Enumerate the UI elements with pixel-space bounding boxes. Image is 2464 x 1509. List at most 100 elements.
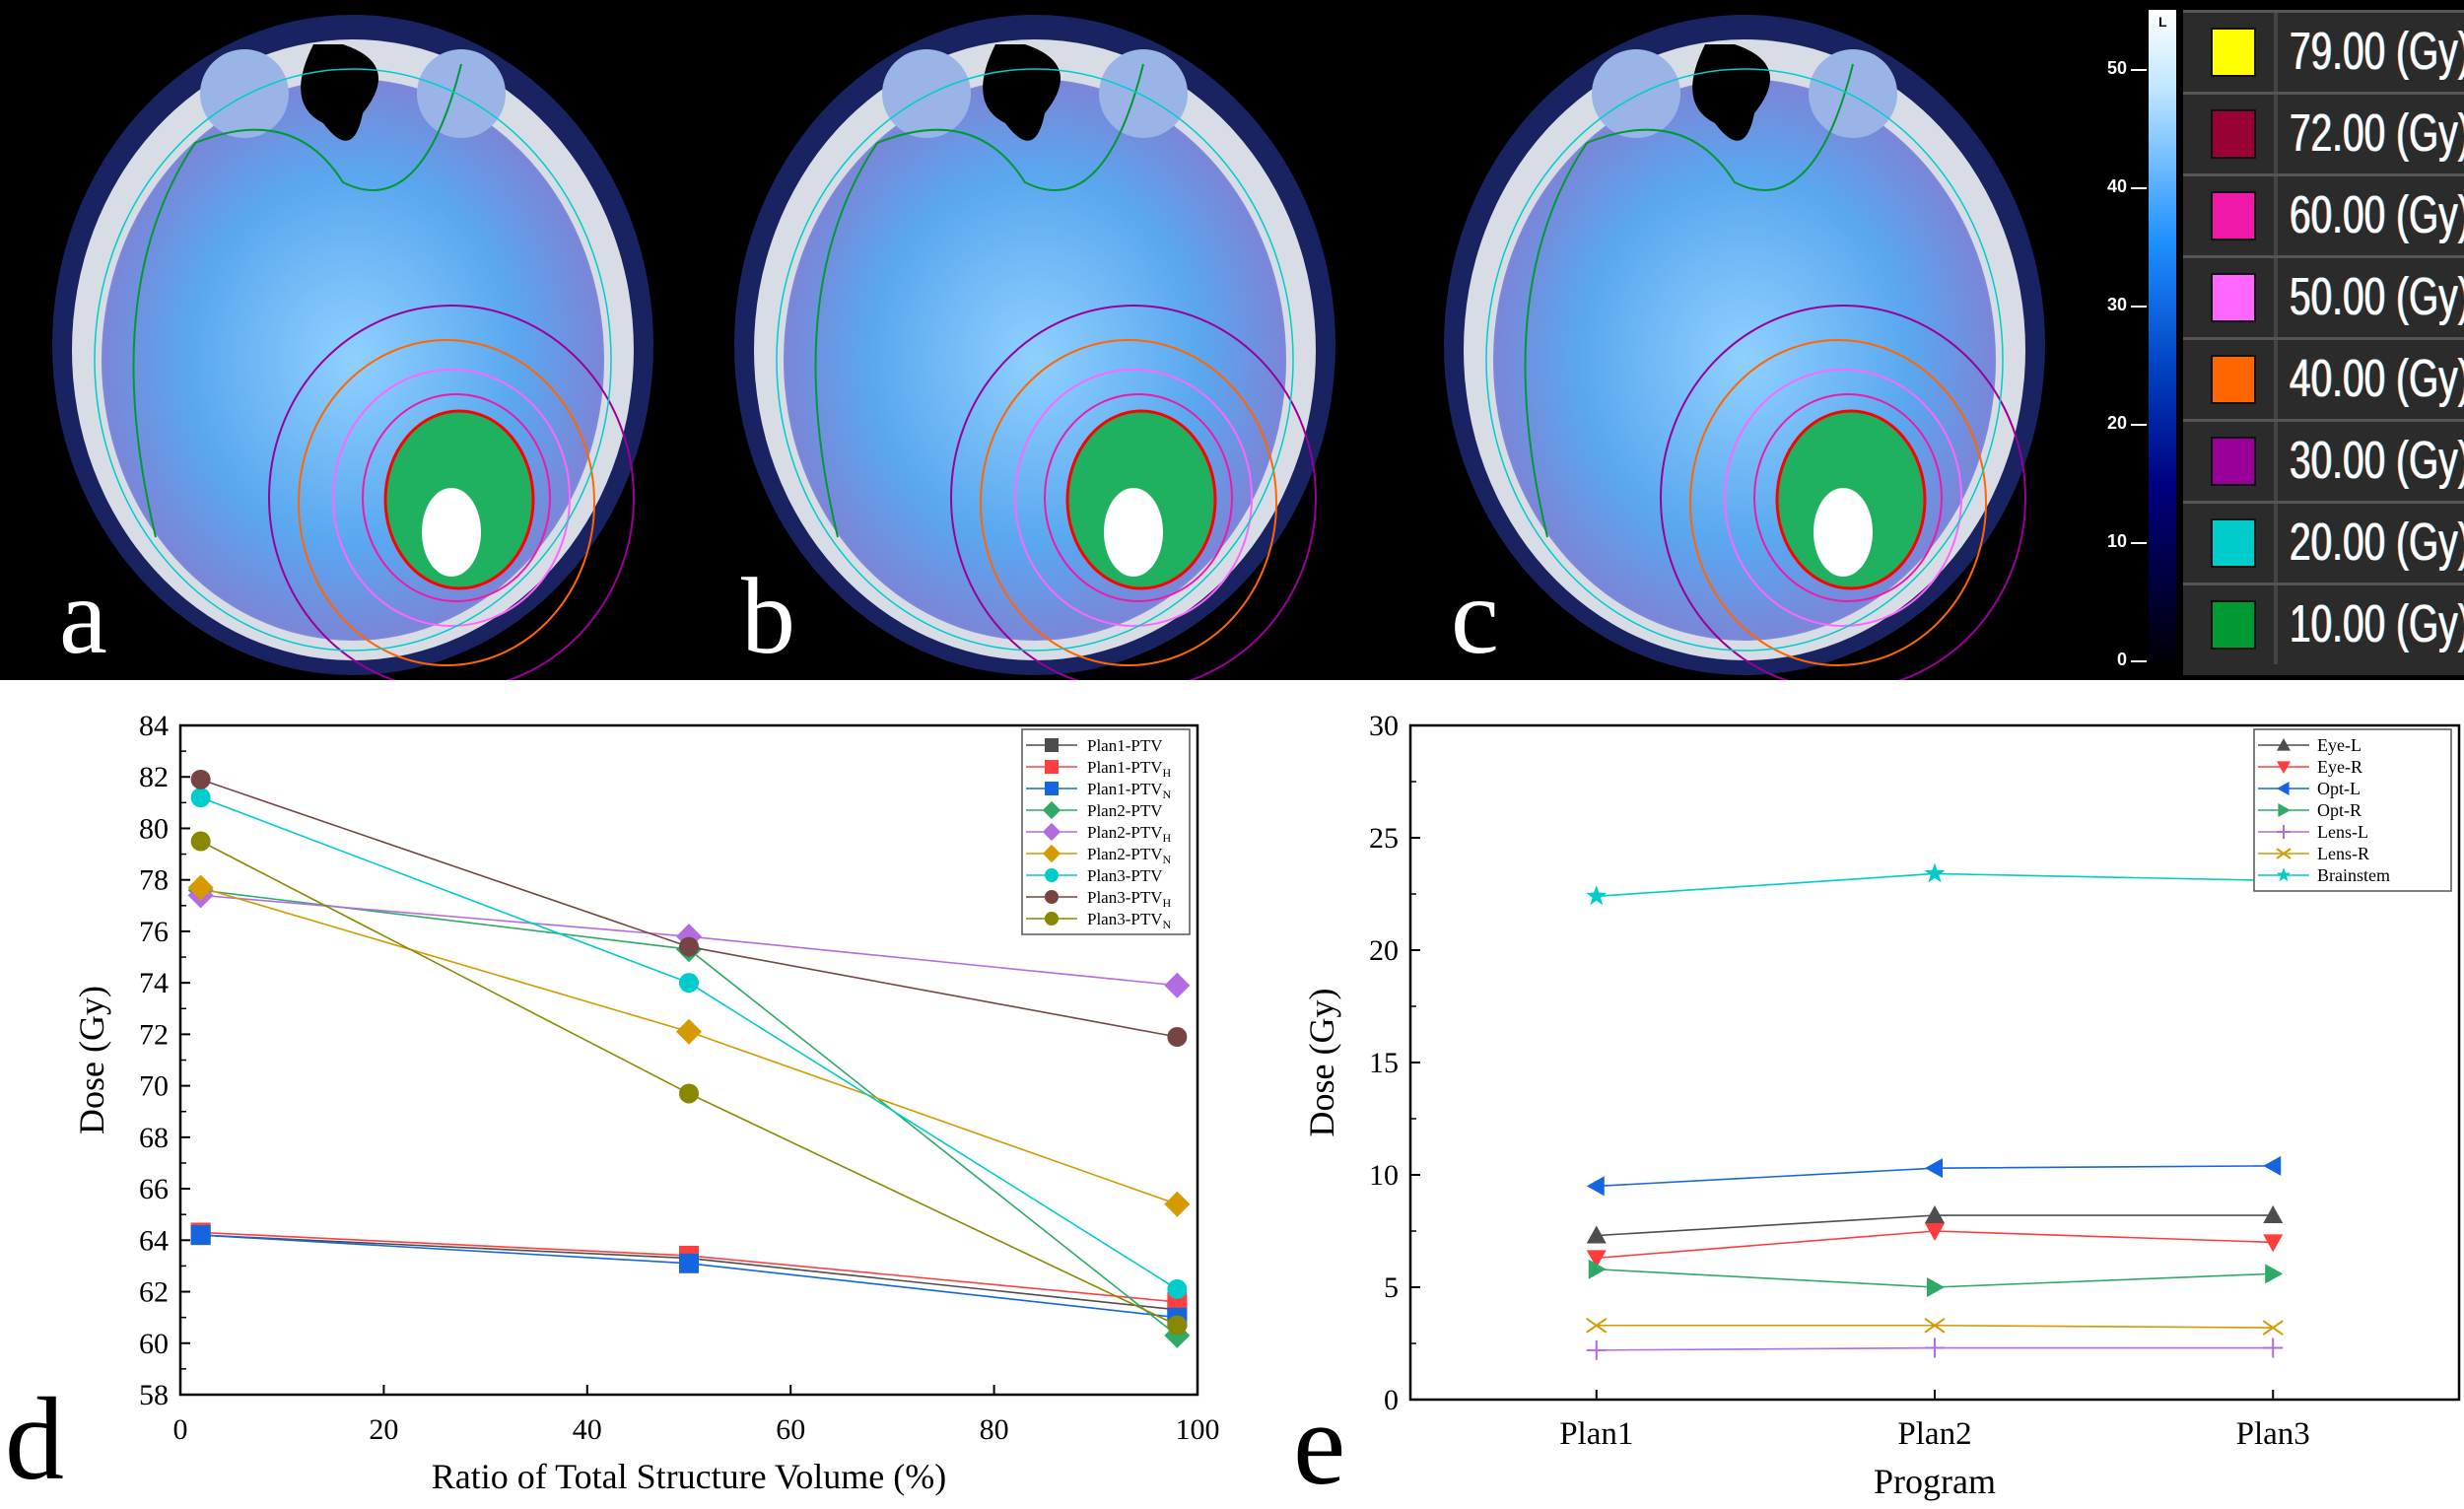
plus-marker [1586,1339,1607,1360]
isodose-level-label: 79.00 (Gy) [2290,22,2464,81]
plus-marker [2263,1338,2284,1358]
colorbar-tick-label: 10 [2106,531,2127,551]
colorbar-tick [2131,69,2147,71]
brain-slice-a [52,15,653,691]
isodose-legend-row: 30.00 (Gy) [2183,419,2464,501]
circle-marker [190,788,211,808]
circle-marker [190,831,211,852]
diamond-marker [1164,972,1191,998]
y-tick-label: 66 [139,1173,169,1205]
x-marker [2262,1320,2284,1336]
isodose-20 [1485,68,2004,652]
legend-label-base: Plan1-PTV [1087,736,1163,755]
diamond-marker [1164,1191,1191,1217]
legend-label: Plan2-PTVH [1087,823,1172,845]
x-tick-label: 40 [573,1413,602,1446]
resection-cavity [1814,488,1873,577]
colorbar-tick-label: 20 [2106,413,2127,433]
triangle-right-marker [1588,1259,1607,1279]
divider [2274,504,2278,583]
brain-tissue [784,79,1286,641]
x-tick-label: 80 [980,1413,1009,1446]
x-tick-label: 100 [1176,1413,1220,1446]
divider [2274,422,2278,501]
resection-cavity [1104,488,1163,577]
isodose-swatch [2211,109,2256,159]
y-tick-label: 15 [1369,1047,1399,1079]
isodose-50 [1724,369,1962,627]
legend-label-subscript: N [1163,918,1172,931]
legend-label-base: Plan1-PTV [1087,780,1163,798]
x-marker [2276,848,2292,859]
plus-marker [2277,825,2291,839]
isodose-20 [776,68,1294,652]
triangle-up-marker [1586,1225,1607,1244]
isodose-60 [362,393,551,602]
triangle-up-marker [1925,1205,1945,1224]
series-lens-r [1586,1317,2284,1336]
eye-right [417,49,506,138]
legend-label: Brainstem [2317,865,2390,885]
colorbar-tick-label: 50 [2106,58,2127,78]
x-tick-label: 20 [369,1413,398,1446]
isodose-level-label: 72.00 (Gy) [2290,103,2464,163]
y-tick-label: 78 [139,864,169,897]
x-marker [1586,1317,1608,1334]
divider [2274,258,2278,337]
colorbar-gradient [2149,10,2176,670]
circle-marker [1167,1315,1188,1336]
legend-label-base: Plan2-PTV [1087,845,1163,863]
y-tick-label: 62 [139,1276,169,1309]
panel-label-e: e [1293,1378,1346,1509]
isodose-60 [1753,393,1943,602]
isodose-10 [1524,63,1854,538]
legend-label-base: Plan3-PTV [1087,888,1163,907]
series-plan3-ptvh [190,769,1188,1047]
legend-label-base: Plan3-PTV [1087,866,1163,885]
circle-marker [190,769,211,789]
y-tick-label: 82 [139,761,169,793]
eye-right [1099,49,1188,138]
x-tick-label: Plan1 [1559,1416,1633,1452]
y-tick-label: 25 [1369,822,1399,855]
colorbar-top-label: L [2158,14,2167,30]
y-tick-label: 80 [139,812,169,845]
divider [2274,13,2278,92]
circle-marker [1045,890,1059,904]
y-tick-label: 58 [139,1379,169,1411]
isodose-swatch [2211,518,2256,568]
star-marker [2276,867,2292,882]
triangle-down-marker [1925,1223,1945,1241]
series-eye-l [1586,1205,2284,1244]
colorbar-tick-label: 0 [2116,650,2127,669]
legend-label: Opt-R [2317,800,2361,820]
ct-dose-images [52,15,2045,691]
eye-right [1809,49,1897,138]
legend-label: Lens-L [2317,822,2368,842]
circle-marker [679,973,699,994]
colorbar-tick [2131,660,2147,662]
circle-marker [679,936,699,957]
divider [2274,176,2278,255]
plus-marker [1925,1338,1945,1358]
colorbar-tick [2131,306,2147,308]
isodose-60 [1044,393,1233,602]
series-plan2-ptvn [187,874,1191,1217]
series-lens-l [1586,1338,2284,1360]
diamond-marker [1164,1322,1191,1348]
isodose-swatch [2211,273,2256,322]
series-eye-r [1586,1223,2284,1269]
y-tick-label: 70 [139,1070,169,1103]
brain-slice-b [734,15,1335,691]
x-tick-label: Plan2 [1897,1416,1971,1452]
isodose-50 [332,369,571,627]
triangle-right-marker [2278,803,2291,817]
legend-label: Eye-R [2317,757,2362,777]
x-tick-label: Plan3 [2236,1416,2310,1452]
series-plan1-ptvn [190,1225,1188,1328]
isodose-swatch [2211,355,2256,404]
chart-d: 58 60 62 64 66 68 70 72 74 76 78 80 82 84 0 20 40 60 80 100… [72,710,1220,1496]
divider [2274,95,2278,173]
diamond-marker [1042,844,1061,863]
